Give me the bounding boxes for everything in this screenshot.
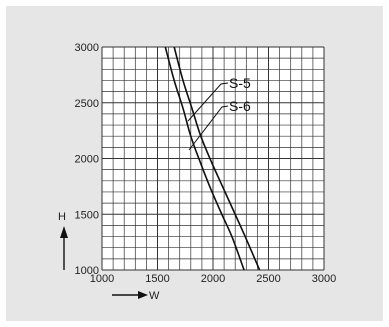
series-label-s5: S-5 — [229, 75, 251, 91]
series-line-s-5 — [164, 46, 245, 271]
y-tick-label: 3000 — [75, 42, 99, 54]
y-tick-label: 2500 — [75, 98, 99, 110]
x-axis-arrow — [112, 291, 148, 299]
x-tick-label: 1000 — [90, 273, 114, 285]
y-axis-title: H — [58, 211, 66, 223]
y-tick-label: 1000 — [75, 265, 99, 277]
y-tick-label: 2000 — [75, 154, 99, 166]
grid-lines — [101, 46, 325, 271]
leader-line-s6 — [188, 105, 229, 151]
x-tick-label: 2000 — [201, 273, 225, 285]
series-lines — [164, 46, 261, 271]
y-axis-arrow — [60, 226, 68, 270]
leader-lines — [187, 82, 229, 151]
leader-line-s5 — [187, 82, 229, 122]
series-line-s-6 — [173, 46, 261, 271]
x-tick-label: 3000 — [312, 273, 336, 285]
x-axis-title: W — [149, 290, 160, 302]
x-tick-label: 1500 — [145, 273, 169, 285]
series-label-s6: S-6 — [229, 98, 251, 114]
tick-labels: 1000 1500 2000 2500 3000 1000 1500 2000 2500 3000 — [75, 42, 337, 285]
y-tick-label: 1500 — [75, 209, 99, 221]
x-tick-label: 2500 — [256, 273, 280, 285]
